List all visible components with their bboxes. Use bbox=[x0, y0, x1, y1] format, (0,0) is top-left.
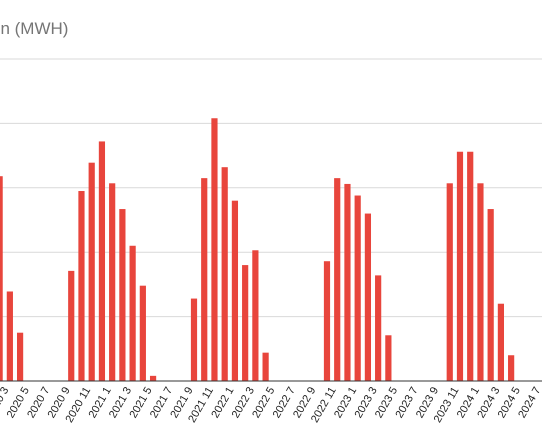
bars bbox=[0, 118, 515, 382]
bar-2021-5 bbox=[139, 285, 146, 381]
bar-2021-12 bbox=[211, 118, 218, 382]
bar-2021-11 bbox=[201, 178, 208, 381]
chart-title: on (MWH) bbox=[0, 19, 69, 38]
bar-2020-4 bbox=[6, 291, 13, 381]
bar-2020-10 bbox=[68, 270, 75, 381]
bar-2021-10 bbox=[190, 298, 198, 381]
bar-2022-4 bbox=[252, 250, 259, 381]
bar-2024-2 bbox=[477, 183, 484, 381]
bar-2023-2 bbox=[354, 195, 361, 381]
bar-2022-5 bbox=[262, 352, 269, 381]
bar-2023-4 bbox=[375, 275, 382, 381]
bar-2021-6 bbox=[149, 375, 157, 381]
bar-2022-3 bbox=[242, 265, 249, 381]
bar-2023-5 bbox=[385, 335, 392, 381]
bar-2024-5 bbox=[508, 355, 515, 381]
bar-2023-12 bbox=[456, 151, 464, 381]
bar-2020-3 bbox=[0, 176, 3, 381]
bar-2021-4 bbox=[129, 245, 136, 381]
bar-2023-3 bbox=[364, 213, 372, 381]
bar-2022-1 bbox=[221, 167, 228, 381]
bar-2024-4 bbox=[497, 303, 504, 381]
bar-2021-2 bbox=[109, 183, 116, 381]
bar-2024-1 bbox=[467, 151, 474, 381]
bar-2022-11 bbox=[323, 261, 331, 381]
bar-2020-5 bbox=[16, 332, 24, 381]
bar-2022-12 bbox=[334, 178, 341, 381]
bar-2023-1 bbox=[344, 183, 351, 381]
bar-2020-12 bbox=[88, 162, 95, 381]
bar-2023-11 bbox=[446, 183, 453, 381]
bar-2022-2 bbox=[231, 200, 239, 381]
bar-2021-1 bbox=[98, 141, 106, 381]
bar-2024-3 bbox=[487, 209, 494, 381]
bar-2020-11 bbox=[78, 191, 85, 381]
bar-2021-3 bbox=[119, 209, 126, 381]
